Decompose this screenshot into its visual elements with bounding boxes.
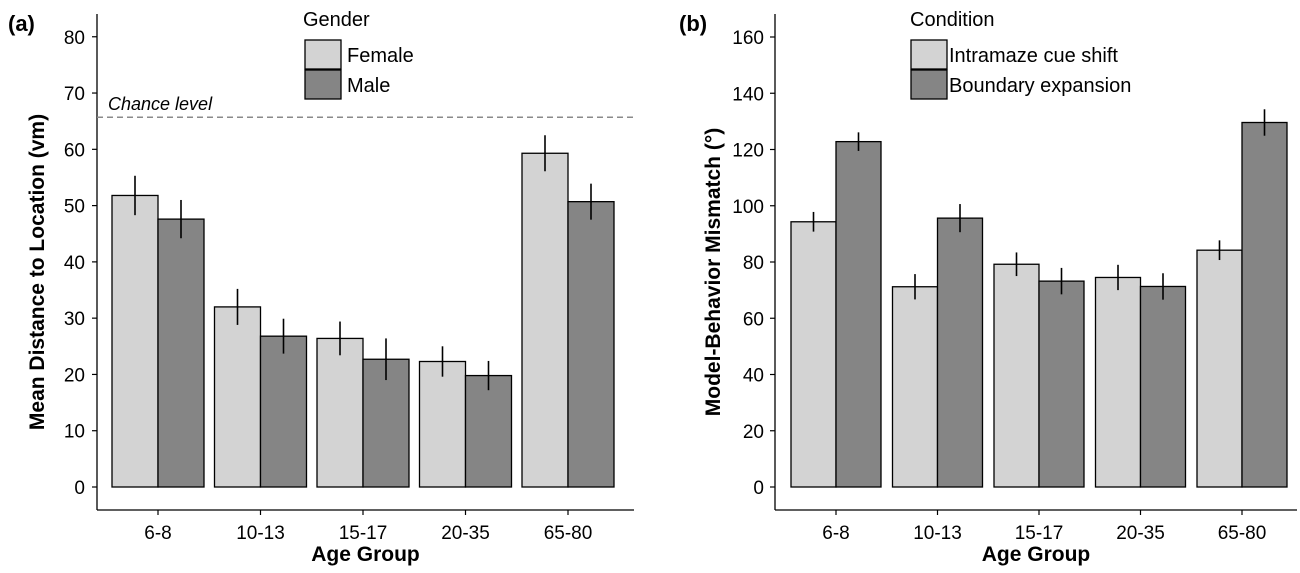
x-tick-label: 15-17: [339, 523, 388, 544]
x-tick-label: 15-17: [1015, 523, 1064, 544]
x-axis-title: Age Group: [311, 543, 420, 566]
bar: [157, 218, 205, 488]
x-tick-label: 6-8: [144, 523, 171, 544]
y-tick-label: 60: [743, 309, 764, 330]
y-tick-label: 100: [732, 197, 764, 218]
legend-swatch: [910, 39, 948, 70]
legend-title: Condition: [910, 9, 995, 31]
bar: [993, 263, 1040, 488]
y-tick-label: 30: [64, 309, 85, 330]
bar: [418, 360, 467, 488]
legend-label: Boundary expansion: [949, 75, 1131, 97]
bar: [1139, 285, 1187, 488]
bar: [259, 335, 308, 488]
y-tick-label: 20: [743, 422, 764, 443]
chart-panel-a: 0 10 20 30 40 50 60 70 80 Chance level 6-8 10-13 15-…: [8, 9, 634, 566]
bar: [316, 337, 364, 488]
y-tick-label: 10: [64, 422, 85, 443]
x-tick-label: 10-13: [236, 523, 285, 544]
legend: Condition Intramaze cue shift Boundary exp…: [910, 9, 1131, 100]
bar: [567, 201, 615, 488]
panel-label: (b): [679, 11, 707, 36]
x-axis-title: Age Group: [982, 543, 1091, 566]
y-tick-label: 40: [743, 366, 764, 387]
x-tick-label: 20-35: [1116, 523, 1165, 544]
bar: [111, 194, 159, 488]
legend-swatch: [304, 39, 342, 70]
bar: [835, 140, 882, 488]
bar: [521, 152, 569, 488]
legend: Gender Female Male: [303, 9, 414, 100]
y-tick-label: 80: [743, 253, 764, 274]
x-tick-label: 6-8: [822, 523, 849, 544]
y-tick-label: 50: [64, 197, 85, 218]
chart-panel-b: 0 20 40 60 80 100 120 140 160 6-8 10-13 15-17 20-35 6…: [679, 9, 1297, 566]
bar: [464, 374, 513, 488]
y-tick-label: 70: [64, 84, 85, 105]
panel-label: (a): [8, 11, 35, 36]
legend-label: Male: [347, 75, 390, 97]
y-tick-label: 20: [64, 365, 85, 386]
y-tick-label: 160: [732, 28, 764, 49]
bar: [1241, 121, 1288, 488]
x-tick-label: 20-35: [441, 523, 490, 544]
bar: [936, 217, 984, 488]
chance-level-label: Chance level: [108, 94, 213, 114]
y-tick-label: 80: [64, 28, 85, 49]
y-tick-label: 60: [64, 140, 85, 161]
legend-label: Female: [347, 45, 414, 67]
y-axis-title: Model-Behavior Mismatch (°): [702, 128, 725, 416]
legend-swatch: [910, 69, 948, 100]
bar: [213, 306, 262, 488]
y-tick-label: 0: [74, 478, 85, 499]
y-tick-label: 0: [753, 478, 764, 499]
bar: [891, 286, 939, 488]
bar: [1094, 276, 1142, 488]
x-tick-label: 10-13: [913, 523, 962, 544]
bar: [1196, 249, 1243, 488]
bar: [1038, 280, 1085, 488]
legend-title: Gender: [303, 9, 370, 31]
y-tick-label: 140: [732, 84, 764, 105]
y-tick-label: 120: [732, 141, 764, 162]
x-tick-label: 65-80: [1218, 523, 1267, 544]
legend-swatch: [304, 69, 342, 100]
x-tick-label: 65-80: [544, 523, 593, 544]
legend-label: Intramaze cue shift: [949, 45, 1118, 67]
y-axis-title: Mean Distance to Location (vm): [26, 114, 49, 430]
y-tick-label: 40: [64, 253, 85, 274]
bar: [790, 221, 837, 488]
